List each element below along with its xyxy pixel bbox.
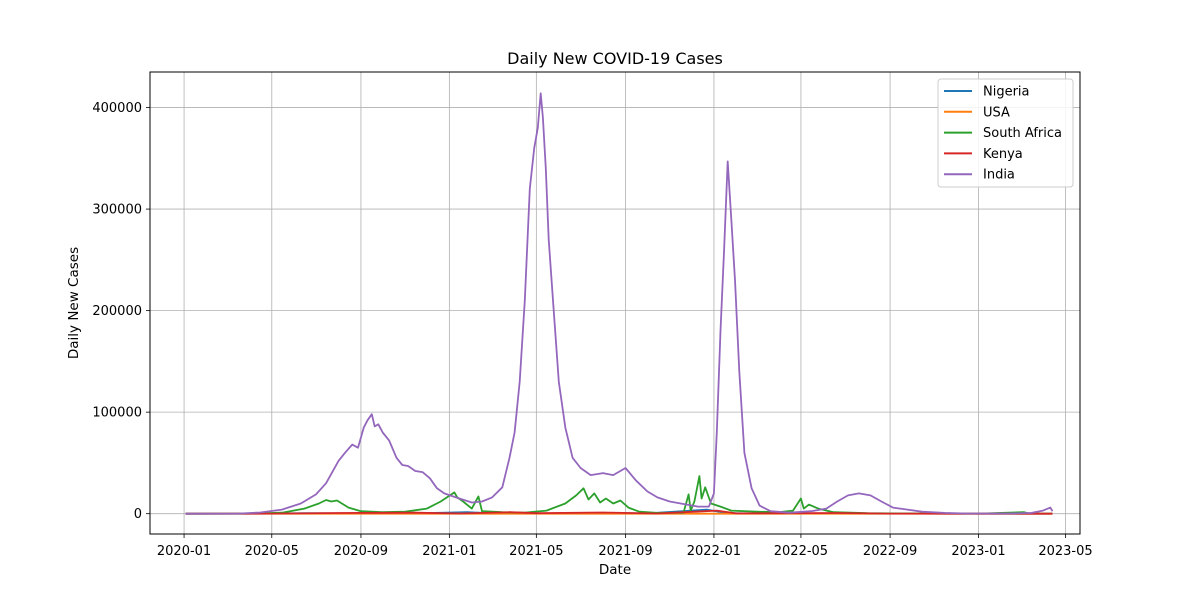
series-line-india: [185, 92, 1054, 515]
x-tick-label: 2020-01: [157, 544, 211, 559]
x-tick-label: 2023-05: [1038, 544, 1092, 559]
x-axis-label: Date: [599, 562, 631, 578]
x-tick-label: 2021-09: [598, 544, 652, 559]
y-tick-label: 200000: [92, 304, 142, 319]
x-tick-label: 2021-01: [422, 544, 476, 559]
x-tick-label: 2020-05: [245, 544, 299, 559]
x-tick-label: 2022-09: [863, 544, 917, 559]
y-tick-label: 0: [134, 507, 142, 522]
x-tick-label: 2023-01: [951, 544, 1005, 559]
legend-label-south-africa: South Africa: [983, 126, 1062, 141]
legend-label-usa: USA: [983, 105, 1010, 120]
y-axis-label: Daily New Cases: [66, 247, 82, 359]
x-tick-label: 2022-05: [774, 544, 828, 559]
x-tick-label: 2021-05: [509, 544, 563, 559]
series-line-south-africa: [185, 475, 1053, 515]
y-tick-label: 100000: [92, 406, 142, 421]
x-tick-label: 2022-01: [687, 544, 741, 559]
legend-label-nigeria: Nigeria: [983, 85, 1030, 100]
x-axis-ticks: 2020-01 2020-05 2020-09 2021-01 2021-05 2021-…: [157, 534, 1093, 559]
y-tick-label: 400000: [92, 101, 142, 116]
legend-items: Nigeria USA South Africa Kenya India: [944, 85, 1062, 183]
legend: Nigeria USA South Africa Kenya India: [937, 78, 1074, 188]
legend-label-india: India: [983, 168, 1015, 183]
x-tick-label: 2020-09: [334, 544, 388, 559]
chart-title: Daily New COVID-19 Cases: [507, 49, 723, 68]
legend-box: [937, 78, 1074, 188]
grid-lines: [150, 72, 1080, 534]
plot-series: [185, 92, 1054, 515]
series-line-kenya: [185, 509, 1053, 515]
plot-area-frame: [149, 71, 1081, 535]
y-axis-ticks: 0 100000 200000 300000 400000: [92, 101, 150, 522]
y-tick-label: 300000: [92, 203, 142, 218]
legend-label-kenya: Kenya: [983, 147, 1023, 162]
